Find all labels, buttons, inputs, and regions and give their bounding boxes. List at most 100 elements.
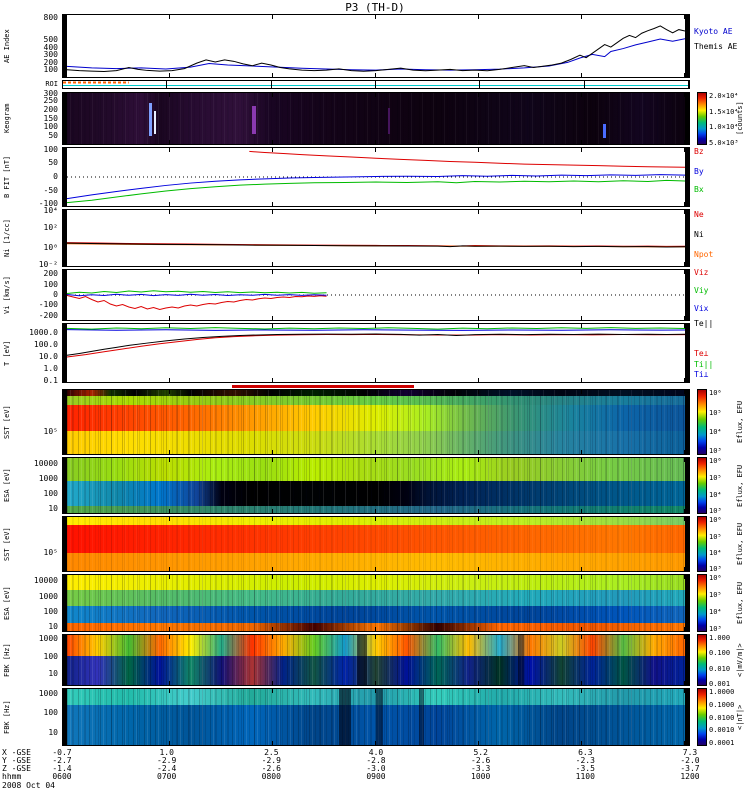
line-label-Te: Te||: [694, 319, 714, 329]
x-tick: [271, 517, 273, 521]
panel-esa-ion-cb-label: 10³: [709, 507, 722, 516]
x-col-value: -2.9: [261, 756, 281, 765]
x-tick: [271, 567, 273, 571]
x-col-value: 0600: [52, 772, 72, 781]
x-tick: [169, 210, 171, 214]
x-tick: [375, 517, 376, 521]
x-tick: [169, 316, 171, 320]
panel-sst-ele-texture: [67, 517, 685, 571]
panel-esa-ion-plot: [62, 457, 690, 514]
x-tick: [580, 635, 582, 639]
line-label-Ti: Ti⊥: [694, 370, 709, 380]
x-tick: [684, 681, 685, 685]
line-label-Te: Te⊥: [694, 349, 709, 359]
x-tick: [271, 689, 273, 693]
x-tick: [375, 316, 376, 320]
x-tick: [478, 450, 480, 454]
series-teperp: [67, 334, 685, 357]
x-tick: [580, 567, 582, 571]
panel-ae-ylabel: AE Index: [3, 29, 11, 63]
panel-sst-ele-ylabel: SST [eV]: [3, 527, 11, 561]
x-tick: [271, 73, 273, 77]
panel-sst-ele-ytick: 10⁵: [43, 547, 58, 557]
panel-sst-ion-cb-label: 10⁵: [709, 408, 722, 417]
x-tick: [66, 210, 67, 214]
x-tick: [169, 689, 171, 693]
panel-fbk-e-plot: [62, 634, 690, 686]
x-tick: [271, 575, 273, 579]
line-label-Viz: Viz: [694, 268, 709, 278]
x-tick: [66, 73, 67, 77]
panel-keogram-texture: [67, 93, 685, 144]
x-tick: [375, 509, 376, 513]
panel-sst-ele-cb-label: 10⁴: [709, 548, 722, 557]
x-tick: [375, 210, 376, 214]
panel-esa-ele-cb-label: 10⁶: [709, 574, 722, 583]
panel-sst-ion-texture: [67, 390, 685, 454]
x-tick: [375, 270, 376, 274]
panel-ni-ytick: 10⁴: [43, 206, 58, 215]
x-col-value: -3.3: [471, 764, 491, 773]
panel-vi-ytick: 200: [43, 269, 58, 279]
x-tick: [375, 148, 376, 152]
panel-sst-ion-cb-unit: Eflux, EFU: [736, 400, 744, 444]
panel-keogram-colorbar: [697, 92, 707, 145]
panel-vi-plot: [62, 269, 690, 321]
panel-fbk-e-mark: [518, 635, 525, 685]
x-tick: [66, 689, 67, 693]
panel-ae-ytick: 500: [43, 35, 58, 45]
x-col-value: 5.2: [473, 748, 488, 757]
panel-keogram-mark: [154, 110, 156, 134]
series-tipara: [67, 328, 685, 330]
panel-fbk-b-cb-unit: <|nT|>: [736, 704, 744, 730]
x-tick: [580, 458, 582, 462]
panel-fbk-e-cb-label: 0.010: [709, 664, 731, 673]
x-tick: [478, 148, 480, 152]
x-tick: [169, 741, 171, 745]
panel-esa-ion-cb-label: 10⁵: [709, 473, 722, 482]
x-tick: [66, 517, 67, 521]
x-tick: [478, 575, 480, 579]
x-tick: [478, 509, 480, 513]
x-tick: [580, 93, 582, 97]
x-tick: [580, 73, 582, 77]
panel-roi-ylabel: ROI: [45, 80, 58, 88]
panel-ni-ytick: 10⁰: [43, 242, 58, 252]
x-tick: [375, 450, 376, 454]
x-tick: [66, 378, 67, 382]
x-tick: [375, 681, 376, 685]
x-tick: [66, 741, 67, 745]
panel-vi-ylabel: Vi [km/s]: [3, 276, 11, 314]
panel-vi-ytick: -100: [38, 300, 58, 310]
x-tick: [580, 627, 582, 631]
panel-esa-ion-ytick: 1000: [38, 474, 58, 484]
x-tick: [169, 262, 171, 266]
x-tick: [583, 81, 585, 85]
x-tick: [580, 450, 582, 454]
x-tick: [169, 270, 171, 274]
x-tick: [580, 575, 582, 579]
panel-fbk-b-ylabel: FBK [Hz]: [3, 700, 11, 734]
panel-esa-ion-ytick: 100: [43, 489, 58, 499]
panel-esa-ion-band: [67, 506, 685, 513]
panel-vi-ytick: 100: [43, 279, 58, 289]
panel-roi-plot: [62, 80, 690, 89]
panel-fbk-e-ytick: 10: [48, 668, 58, 678]
x-col-value: 0700: [157, 772, 177, 781]
x-tick: [169, 681, 171, 685]
panel-keogram-ytick: 100: [43, 122, 58, 132]
x-tick: [166, 81, 168, 85]
panel-sst-ele-band: [67, 524, 685, 553]
x-tick: [478, 73, 480, 77]
x-tick: [66, 390, 67, 394]
panel-t-series: [67, 324, 685, 382]
x-tick: [478, 210, 480, 214]
x-tick: [271, 450, 273, 454]
panel-t-ytick: 1000.0: [29, 327, 58, 337]
x-tick: [375, 635, 376, 639]
x-tick: [580, 270, 582, 274]
panel-vi-series: [67, 270, 685, 320]
x-tick: [62, 84, 63, 88]
panel-fbk-b-mark: [338, 689, 352, 745]
date-label: 2008 Oct 04: [2, 781, 55, 790]
